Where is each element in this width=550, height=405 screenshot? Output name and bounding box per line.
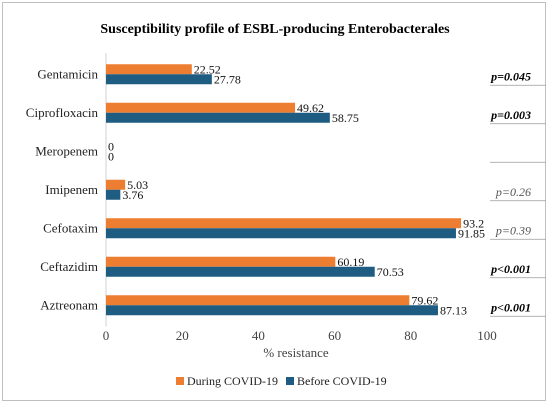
data-label: 0	[108, 149, 114, 163]
data-label: 22.52	[194, 62, 221, 76]
data-label: 60.19	[337, 255, 364, 269]
x-tick-label: 100	[477, 328, 497, 343]
chart-frame	[2, 2, 546, 401]
data-label: 49.62	[297, 101, 324, 115]
x-tick-label: 40	[252, 328, 265, 343]
bar-before	[106, 112, 330, 123]
category-label: Meropenem	[35, 143, 98, 158]
data-label: 58.75	[332, 111, 359, 125]
bar-during	[106, 179, 126, 190]
data-label: 0	[108, 139, 114, 153]
category-label: Ceftazidim	[40, 259, 98, 274]
x-tick-label: 80	[404, 328, 417, 343]
data-label: 87.13	[440, 303, 467, 317]
bar-during	[106, 102, 296, 113]
category-label: Gentamicin	[37, 66, 98, 81]
bar-before	[106, 189, 121, 200]
bar-during	[106, 64, 192, 75]
legend-entry: During COVID-19	[187, 374, 278, 388]
x-tick-label: 60	[328, 328, 341, 343]
x-tick-label: 0	[103, 328, 110, 343]
bar-during	[106, 256, 336, 267]
data-label: 93.2	[463, 216, 484, 230]
p-value-annotation: p=0.26	[495, 185, 531, 199]
data-label: 5.03	[127, 178, 148, 192]
p-value-annotation: p=0.39	[495, 223, 531, 237]
x-axis-label: % resistance	[263, 345, 329, 360]
legend-entry: Before COVID-19	[297, 374, 387, 388]
category-label: Aztreonam	[40, 297, 98, 312]
legend-swatch	[286, 377, 294, 385]
x-tick-label: 20	[176, 328, 189, 343]
category-label: Ciprofloxacin	[26, 105, 99, 120]
data-label: 91.85	[458, 226, 485, 240]
category-label: Cefotaxim	[43, 220, 98, 235]
data-label: 79.62	[411, 293, 438, 307]
legend-swatch	[176, 377, 184, 385]
p-value-annotation: p<0.001	[490, 300, 531, 314]
legend: During COVID-19 Before COVID-19	[176, 374, 387, 388]
p-value-annotation: p=0.003	[490, 108, 531, 122]
bar-before	[106, 266, 375, 277]
data-label: 27.78	[214, 72, 241, 86]
data-label: 3.76	[122, 188, 143, 202]
bar-during	[106, 295, 410, 306]
p-value-annotation: p<0.001	[490, 262, 531, 276]
p-value-annotation: p=0.045	[490, 69, 531, 83]
category-label: Imipenem	[45, 182, 98, 197]
bar-during	[106, 218, 462, 229]
bar-before	[106, 74, 212, 85]
data-label: 70.53	[377, 265, 404, 279]
bar-before	[106, 305, 438, 316]
chart-title: Susceptibility profile of ESBL-producing…	[100, 22, 450, 37]
bar-before	[106, 228, 456, 239]
